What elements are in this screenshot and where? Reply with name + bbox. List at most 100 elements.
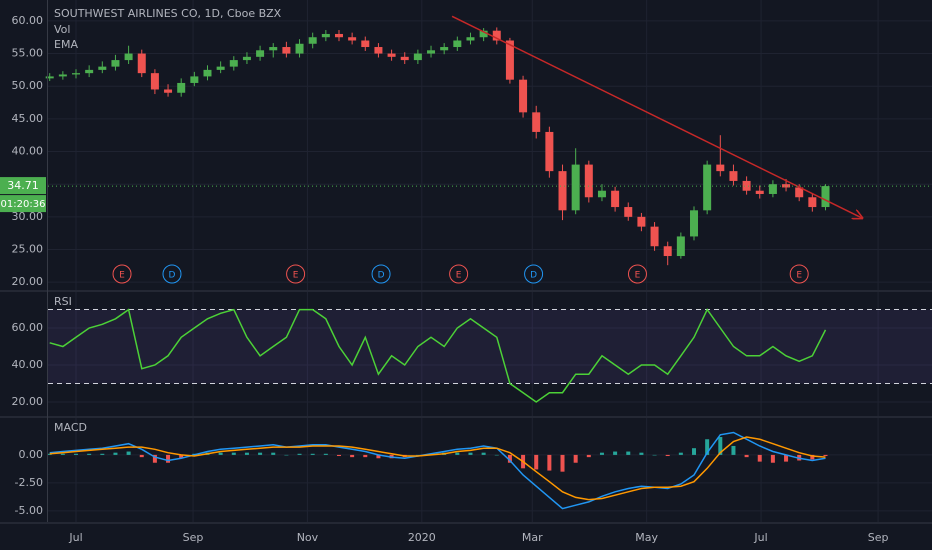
- x-tick-label: Sep: [868, 531, 889, 544]
- histogram-bar: [547, 454, 552, 471]
- pane-title: MACD: [54, 421, 87, 434]
- histogram-bar: [376, 454, 381, 459]
- series-line: [49, 436, 826, 501]
- candle-body: [755, 190, 764, 194]
- event-label: E: [796, 271, 802, 281]
- histogram-bar: [652, 454, 657, 456]
- candle-body: [427, 50, 436, 54]
- indicator-label: EMA: [54, 38, 78, 51]
- candle-body: [190, 76, 199, 83]
- histogram-bar: [823, 454, 828, 457]
- candle-body: [282, 47, 291, 54]
- candle-body: [584, 164, 593, 198]
- candle-body: [269, 47, 278, 51]
- candle-body: [532, 112, 541, 132]
- series-line: [49, 308, 827, 403]
- histogram-bar: [271, 452, 276, 455]
- candle-body: [650, 226, 659, 247]
- candle-body: [690, 210, 699, 237]
- x-tick-label: Jul: [753, 531, 767, 544]
- histogram-bar: [231, 452, 236, 455]
- histogram-bar: [613, 451, 618, 455]
- histogram-bar: [770, 454, 775, 463]
- candle-body: [58, 74, 67, 77]
- candle-body: [597, 190, 606, 198]
- x-tick-label: Sep: [183, 531, 204, 544]
- candle-body: [308, 37, 317, 44]
- histogram-bar: [507, 454, 512, 463]
- histogram-bar: [705, 439, 710, 455]
- candle-body: [98, 66, 107, 70]
- histogram-bar: [784, 454, 789, 462]
- candle-body: [768, 184, 777, 194]
- x-tick-label: 2020: [408, 531, 436, 544]
- candle-body: [479, 30, 488, 38]
- candle-body: [637, 216, 646, 227]
- event-marker: [789, 264, 809, 284]
- histogram-bar: [152, 454, 157, 463]
- event-marker: [449, 264, 469, 284]
- candle-body: [111, 60, 120, 67]
- histogram-bar: [757, 454, 762, 462]
- histogram-bar: [744, 454, 749, 458]
- histogram-bar: [599, 452, 604, 455]
- candle-body: [808, 197, 817, 208]
- candle-body: [164, 89, 173, 93]
- candle-body: [663, 246, 672, 257]
- y-tick-label: 45.00: [12, 112, 44, 125]
- histogram-bar: [350, 454, 355, 458]
- candle-body: [216, 66, 225, 70]
- histogram-bar: [126, 451, 131, 455]
- y-tick-label: -2.50: [15, 476, 43, 489]
- candle-body: [242, 56, 251, 61]
- candle-body: [72, 73, 81, 75]
- candle-body: [85, 69, 94, 74]
- histogram-bar: [166, 454, 171, 463]
- y-tick-label: 40.00: [12, 358, 44, 371]
- candle-body: [624, 207, 633, 217]
- histogram-bar: [560, 454, 565, 472]
- candle-body: [229, 60, 238, 67]
- histogram-bar: [731, 445, 736, 455]
- event-marker: [627, 264, 647, 284]
- histogram-bar: [297, 453, 302, 455]
- histogram-bar: [363, 454, 368, 458]
- candle-body: [348, 37, 357, 41]
- event-marker: [524, 264, 544, 284]
- event-label: E: [119, 271, 125, 281]
- histogram-bar: [534, 454, 539, 470]
- histogram-bar: [323, 453, 328, 455]
- band-fill: [48, 309, 932, 384]
- y-tick-label: -5.00: [15, 504, 43, 517]
- histogram-bar: [310, 453, 315, 455]
- event-marker: [286, 264, 306, 284]
- histogram-bar: [692, 448, 697, 455]
- histogram-bar: [626, 451, 631, 455]
- candle-body: [400, 56, 409, 61]
- histogram-bar: [481, 452, 486, 455]
- histogram-bar: [74, 453, 79, 455]
- x-tick-label: Nov: [297, 531, 319, 544]
- candle-body: [558, 171, 567, 211]
- candle-body: [124, 53, 133, 61]
- trendline: [451, 15, 862, 218]
- event-marker: [112, 264, 132, 284]
- histogram-bar: [87, 453, 92, 455]
- candle-body: [45, 76, 54, 79]
- countdown-label: 01:20:36: [1, 199, 46, 210]
- candle-body: [203, 69, 212, 77]
- y-tick-label: 25.00: [12, 243, 44, 256]
- x-tick-label: Mar: [522, 531, 543, 544]
- axis-gutter: [47, 0, 48, 522]
- y-tick-label: 60.00: [12, 14, 44, 27]
- candle-body: [729, 171, 738, 181]
- candle-body: [440, 47, 449, 51]
- histogram-bar: [810, 454, 815, 460]
- histogram-bar: [60, 453, 65, 455]
- candle-body: [295, 43, 304, 54]
- event-label: D: [378, 271, 385, 281]
- series-line: [49, 431, 826, 510]
- histogram-bar: [468, 452, 473, 455]
- histogram-bar: [678, 452, 683, 455]
